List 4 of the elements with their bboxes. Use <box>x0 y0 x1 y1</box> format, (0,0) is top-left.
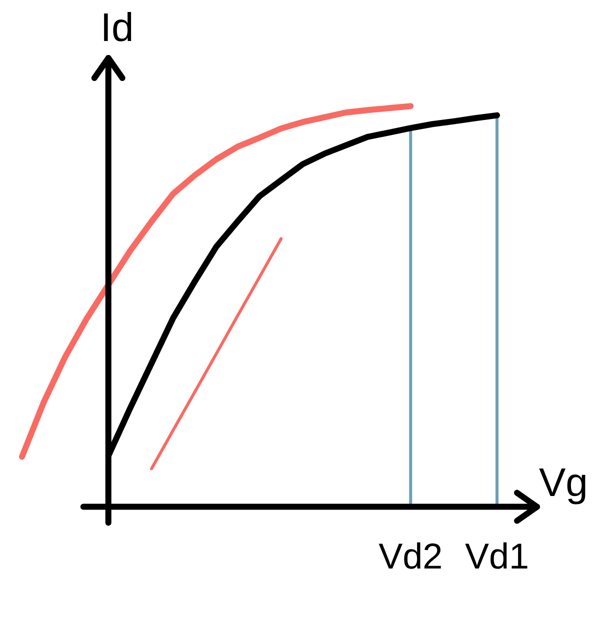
x-tick-label: Vd1 <box>464 535 530 576</box>
y-axis-title: Id <box>100 6 134 50</box>
x-tick-label: Vd2 <box>378 535 443 576</box>
x-axis-title: Vg <box>539 460 588 505</box>
